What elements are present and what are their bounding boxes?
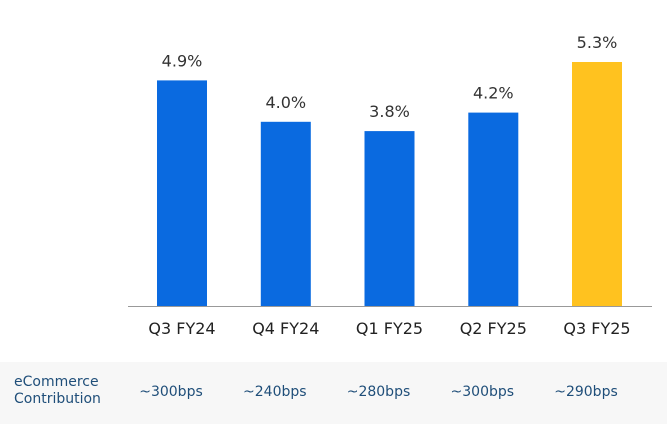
value-label: 4.9%	[162, 51, 203, 70]
value-label: 4.2%	[473, 84, 514, 103]
bar-chart: 4.9% 4.0% 3.8% 4.2% 5.3% Q3 FY24 Q4 FY24 Q1 FY…	[128, 33, 652, 338]
x-tick-labels-group: Q3 FY24 Q4 FY24 Q1 FY25 Q2 FY25 Q3 FY25	[148, 319, 630, 338]
x-tick-label: Q3 FY25	[563, 319, 630, 338]
bar-q2-fy25	[468, 112, 519, 306]
contribution-value: ~240bps	[243, 384, 307, 400]
x-tick-label: Q1 FY25	[356, 319, 423, 338]
x-tick-label: Q3 FY24	[148, 319, 215, 338]
value-label: 4.0%	[265, 93, 306, 112]
value-label: 3.8%	[369, 102, 410, 121]
x-tick-label: Q4 FY24	[252, 319, 319, 338]
x-tick-label: Q2 FY25	[460, 319, 527, 338]
bar-q4-fy24	[260, 121, 311, 306]
contribution-value: ~300bps	[139, 384, 203, 400]
bars-group	[157, 62, 622, 307]
contribution-value: ~280bps	[346, 384, 411, 400]
bar-q3-fy25	[572, 62, 622, 306]
value-label: 5.3%	[577, 33, 618, 52]
contribution-value: ~300bps	[450, 384, 515, 400]
bar-q3-fy24	[157, 80, 207, 307]
value-labels-group: 4.9% 4.0% 3.8% 4.2% 5.3%	[162, 33, 618, 121]
bar-q1-fy25	[364, 131, 415, 306]
contribution-value: ~290bps	[554, 384, 618, 400]
contribution-row-background	[0, 362, 667, 424]
contribution-row-title: eCommerce Contribution	[14, 374, 101, 407]
